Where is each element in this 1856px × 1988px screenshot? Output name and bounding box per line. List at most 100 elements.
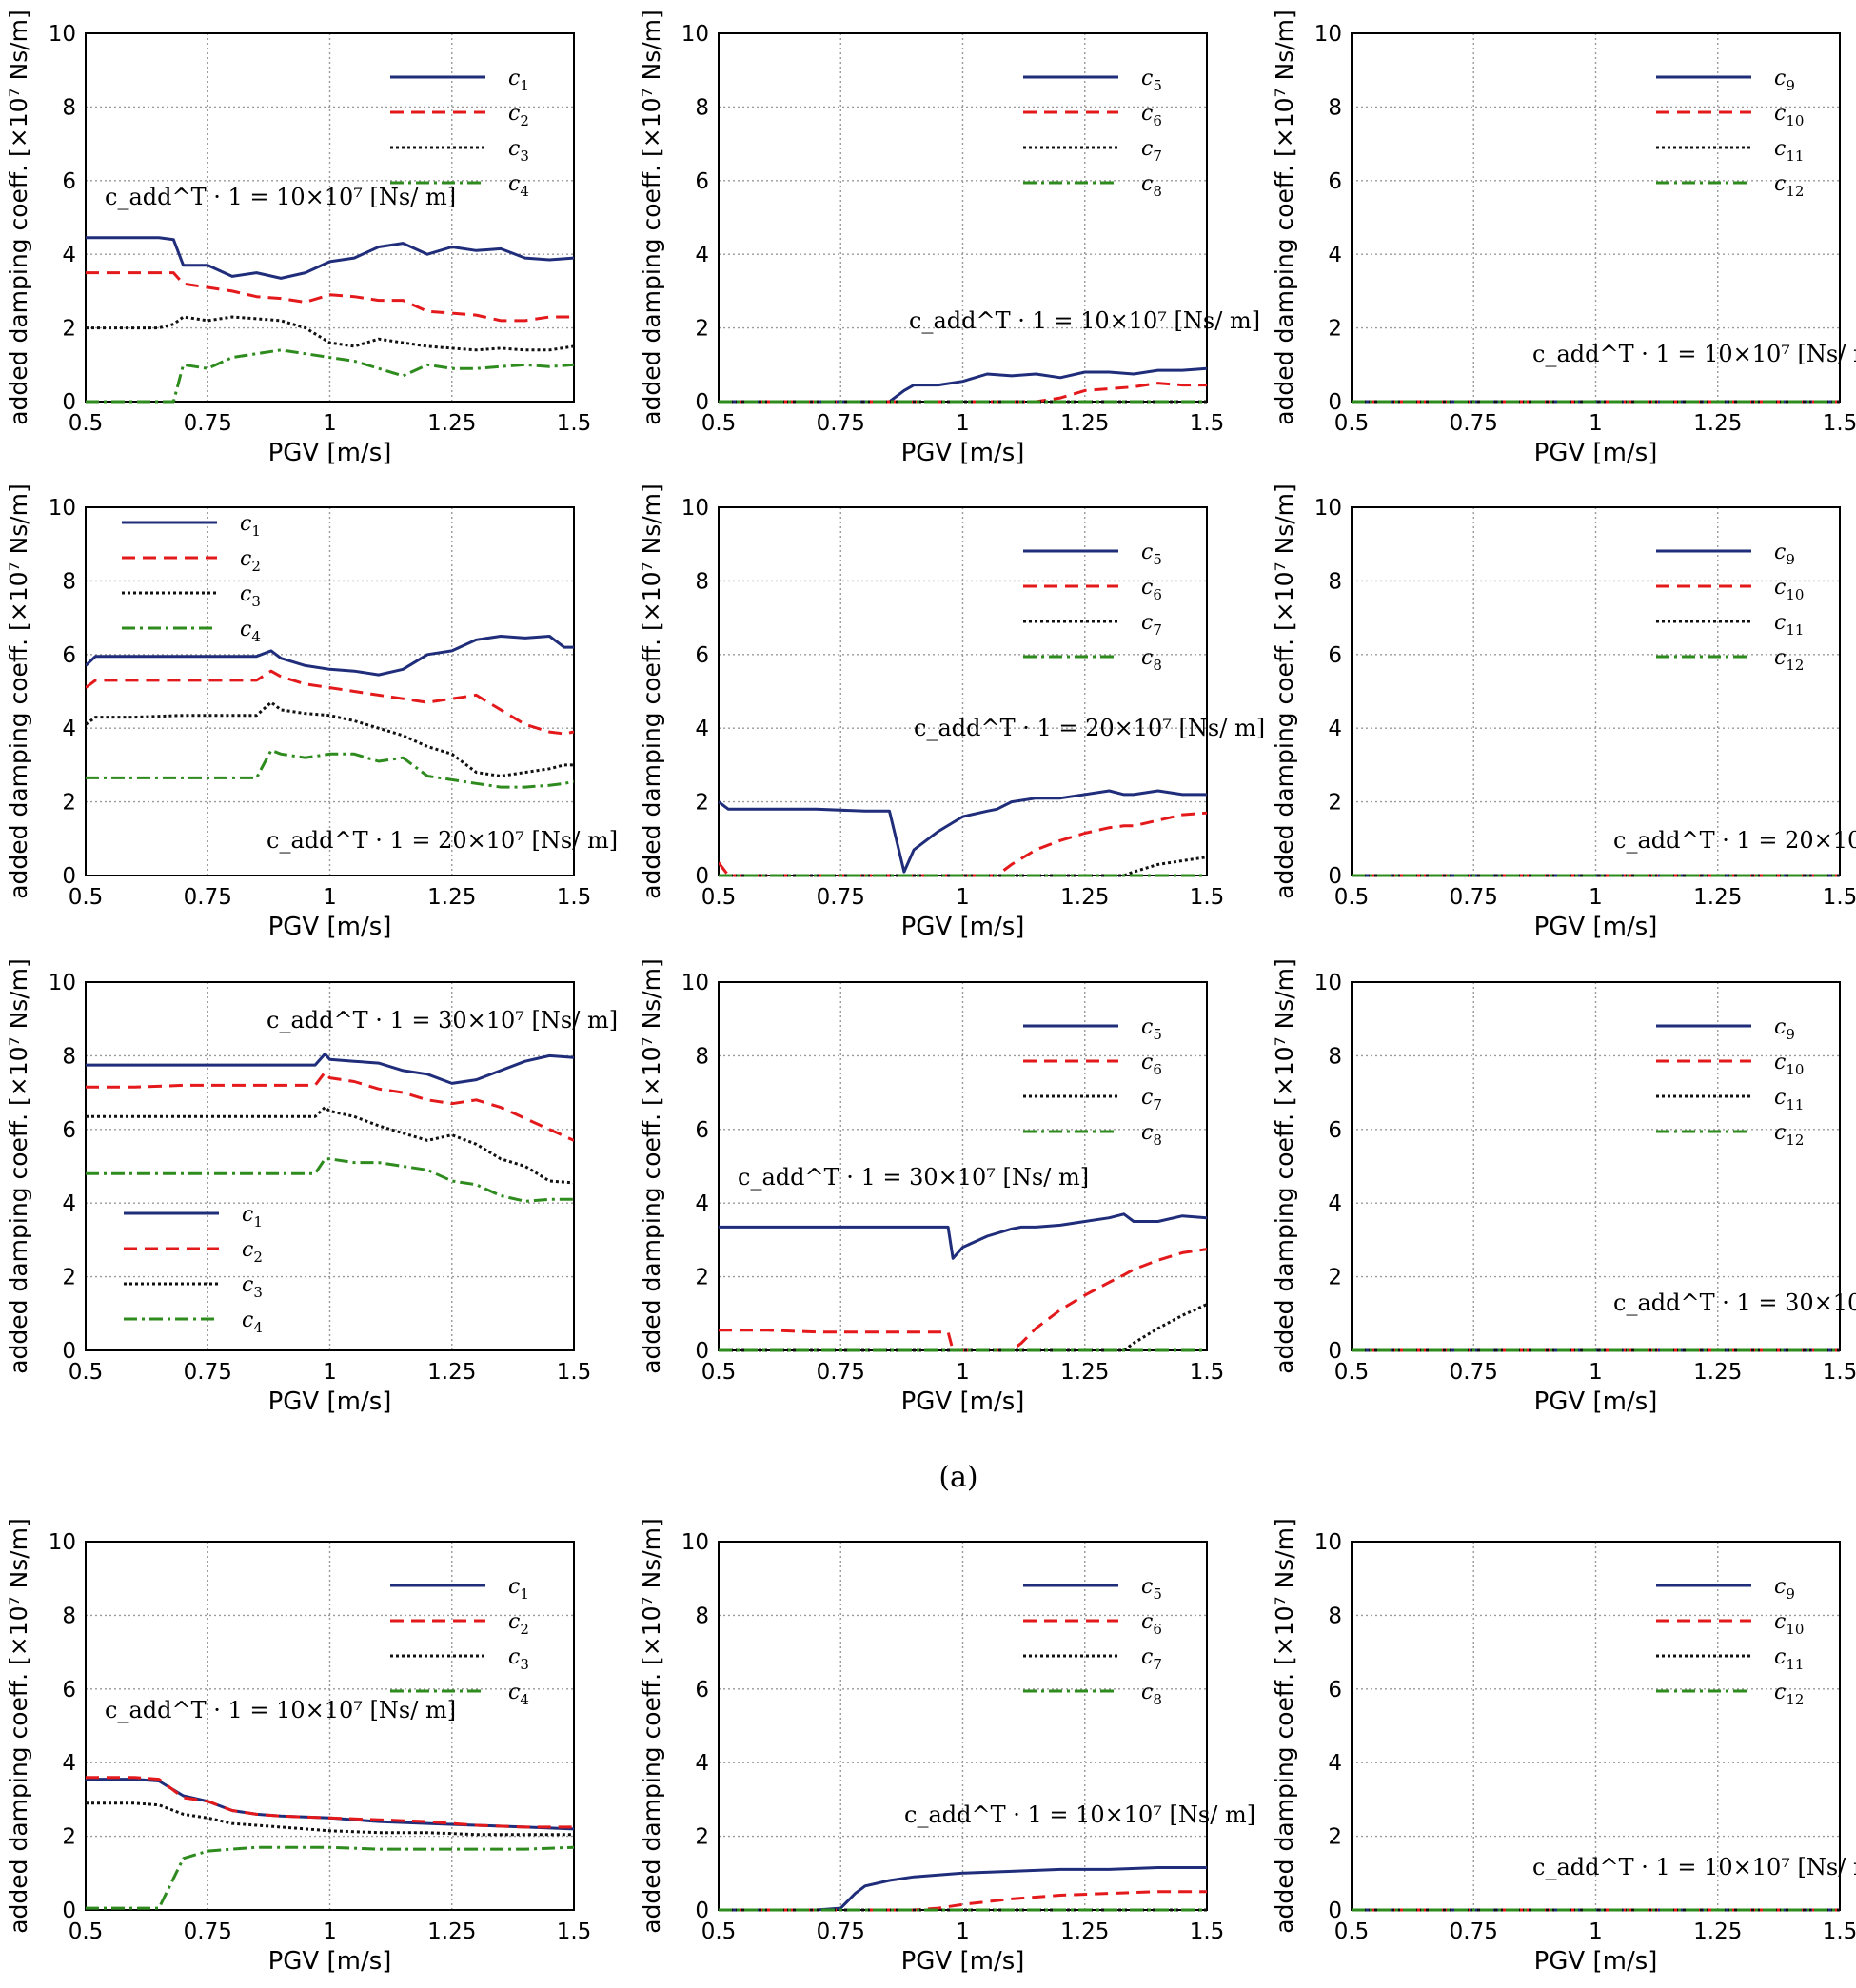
legend-label-c5: c5: [1141, 541, 1162, 568]
x-axis-label: PGV [m/s]: [1534, 1388, 1658, 1416]
y-axis-label: added damping coeff. [×10⁷ Ns/m]: [5, 958, 32, 1374]
legend-label-c5: c5: [1141, 1575, 1162, 1603]
x-tick-label: 0.5: [701, 411, 737, 436]
y-axis-label: added damping coeff. [×10⁷ Ns/m]: [1271, 10, 1298, 425]
y-tick-label: 6: [1328, 1678, 1342, 1703]
legend-label-c6: c6: [1141, 576, 1162, 603]
x-tick-label: 1: [956, 411, 970, 436]
x-tick-label: 1.25: [427, 1919, 476, 1944]
legend-label-c2: c2: [242, 1238, 263, 1266]
legend-label-c7: c7: [1141, 611, 1162, 639]
x-tick-label: 1.25: [1693, 885, 1742, 910]
annotation-total-damping: c_add^T · 1 = 30×10⁷ [Ns/ m]: [738, 1164, 1089, 1191]
y-tick-label: 8: [62, 569, 76, 594]
y-tick-label: 6: [1328, 1118, 1342, 1143]
legend-label-c10: c10: [1774, 1610, 1804, 1638]
x-axis-label: PGV [m/s]: [1534, 439, 1658, 467]
series-line-c3: [86, 1801, 574, 1837]
y-tick-label: 4: [1328, 243, 1342, 267]
y-axis-label: added damping coeff. [×10⁷ Ns/m]: [638, 483, 665, 899]
x-tick-label: 1.5: [1823, 1360, 1856, 1385]
y-tick-label: 8: [1328, 1604, 1342, 1628]
x-tick-label: 0.5: [69, 1919, 104, 1944]
x-tick-label: 0.5: [69, 885, 104, 910]
x-tick-label: 0.5: [1334, 1919, 1370, 1944]
y-tick-label: 10: [49, 971, 76, 995]
x-tick-label: 1.5: [557, 885, 592, 910]
x-tick-label: 1.25: [1693, 1360, 1742, 1385]
chart-panel-row3-col3: 0.5 0.75 1 1.25 1.5 0 2 4 6 8 10 PGV [m/s] added dam…: [1271, 958, 1856, 1416]
caption-a: (a): [938, 1461, 977, 1494]
y-tick-label: 8: [1328, 95, 1342, 120]
chart-panel-row3-col1: 0.5 0.75 1 1.25 1.5 0 2 4 6 8 10 PGV [m/s] added dam…: [5, 958, 618, 1416]
x-tick-label: 0.75: [1450, 411, 1498, 436]
y-axis-label: added damping coeff. [×10⁷ Ns/m]: [638, 10, 665, 425]
x-tick-label: 1.5: [1190, 411, 1225, 436]
series-line-c2: [86, 669, 574, 736]
y-tick-label: 4: [1328, 1191, 1342, 1216]
x-tick-label: 1.25: [1060, 411, 1109, 436]
x-tick-label: 0.75: [817, 1919, 865, 1944]
x-tick-label: 1: [323, 411, 337, 436]
chart-panel-row1-col1: 0.5 0.75 1 1.25 1.5 0 2 4 6 8 10 PGV [m/s] added dam…: [5, 10, 591, 467]
y-tick-label: 6: [695, 169, 709, 194]
y-tick-label: 6: [62, 1118, 76, 1143]
x-tick-label: 1: [1589, 411, 1603, 436]
x-tick-label: 0.5: [1334, 1360, 1370, 1385]
y-tick-label: 10: [1314, 496, 1342, 521]
y-tick-label: 8: [62, 95, 76, 120]
y-tick-label: 4: [695, 717, 709, 741]
x-tick-label: 1.25: [1060, 1919, 1109, 1944]
x-tick-label: 0.5: [701, 1919, 737, 1944]
y-tick-label: 4: [62, 243, 76, 267]
y-tick-label: 8: [695, 1604, 709, 1628]
x-tick-label: 0.5: [701, 1360, 737, 1385]
chart-panel-row3-col2: 0.5 0.75 1 1.25 1.5 0 2 4 6 8 10 PGV [m/s] added dam…: [638, 958, 1224, 1416]
legend-label-c6: c6: [1141, 1610, 1162, 1638]
legend-label-c1: c1: [242, 1203, 263, 1230]
annotation-total-damping: c_add^T · 1 = 10×10⁷ [Ns/ m]: [909, 307, 1260, 334]
annotation-total-damping: c_add^T · 1 = 30×10⁷ [Ns/ m]: [1613, 1289, 1856, 1316]
x-axis-label: PGV [m/s]: [1534, 913, 1658, 941]
legend-label-c7: c7: [1141, 1645, 1162, 1673]
legend-label-c2: c2: [508, 102, 529, 129]
y-tick-label: 4: [62, 1191, 76, 1216]
y-axis-label: added damping coeff. [×10⁷ Ns/m]: [1271, 483, 1298, 899]
y-tick-label: 0: [62, 1339, 76, 1364]
x-tick-label: 1.5: [1823, 411, 1856, 436]
y-axis-label: added damping coeff. [×10⁷ Ns/m]: [5, 10, 32, 425]
x-tick-label: 1: [1589, 1919, 1603, 1944]
y-axis-label: added damping coeff. [×10⁷ Ns/m]: [638, 958, 665, 1374]
legend-label-c9: c9: [1774, 1575, 1795, 1603]
y-tick-label: 4: [695, 243, 709, 267]
x-tick-label: 0.75: [1450, 1360, 1498, 1385]
legend-label-c12: c12: [1774, 1121, 1804, 1149]
y-tick-label: 2: [695, 1266, 709, 1290]
plot-frame: [85, 506, 575, 876]
y-tick-label: 2: [62, 317, 76, 342]
x-tick-label: 1.5: [1190, 1360, 1225, 1385]
y-tick-label: 6: [62, 169, 76, 194]
legend-label-c4: c4: [242, 1309, 263, 1336]
y-tick-label: 2: [1328, 1266, 1342, 1290]
y-tick-label: 0: [1328, 1899, 1342, 1923]
y-tick-label: 8: [1328, 1044, 1342, 1069]
plot-frame: [718, 32, 1208, 403]
series-line-c5: [719, 1212, 1207, 1260]
legend-label-c1: c1: [240, 512, 261, 540]
x-tick-label: 1.25: [427, 411, 476, 436]
y-tick-label: 10: [1314, 1530, 1342, 1555]
plot-frame: [85, 1541, 575, 1911]
chart-panel-row2-col2: 0.5 0.75 1 1.25 1.5 0 2 4 6 8 10 PGV [m/s] added dam…: [638, 483, 1265, 941]
x-tick-label: 1: [956, 1919, 970, 1944]
legend-label-c3: c3: [508, 1645, 529, 1673]
x-axis-label: PGV [m/s]: [1534, 1947, 1658, 1976]
legend-label-c10: c10: [1774, 576, 1804, 603]
x-tick-label: 0.5: [1334, 885, 1370, 910]
x-tick-label: 0.75: [184, 1360, 232, 1385]
chart-panel-row4-col2: 0.5 0.75 1 1.25 1.5 0 2 4 6 8 10 PGV [m/s] added dam…: [638, 1518, 1255, 1976]
chart-panel-row1-col2: 0.5 0.75 1 1.25 1.5 0 2 4 6 8 10 PGV [m/s] added dam…: [638, 10, 1260, 467]
x-tick-label: 1.5: [557, 1919, 592, 1944]
plot-frame: [718, 1541, 1208, 1911]
series-line-c1: [86, 1053, 574, 1085]
